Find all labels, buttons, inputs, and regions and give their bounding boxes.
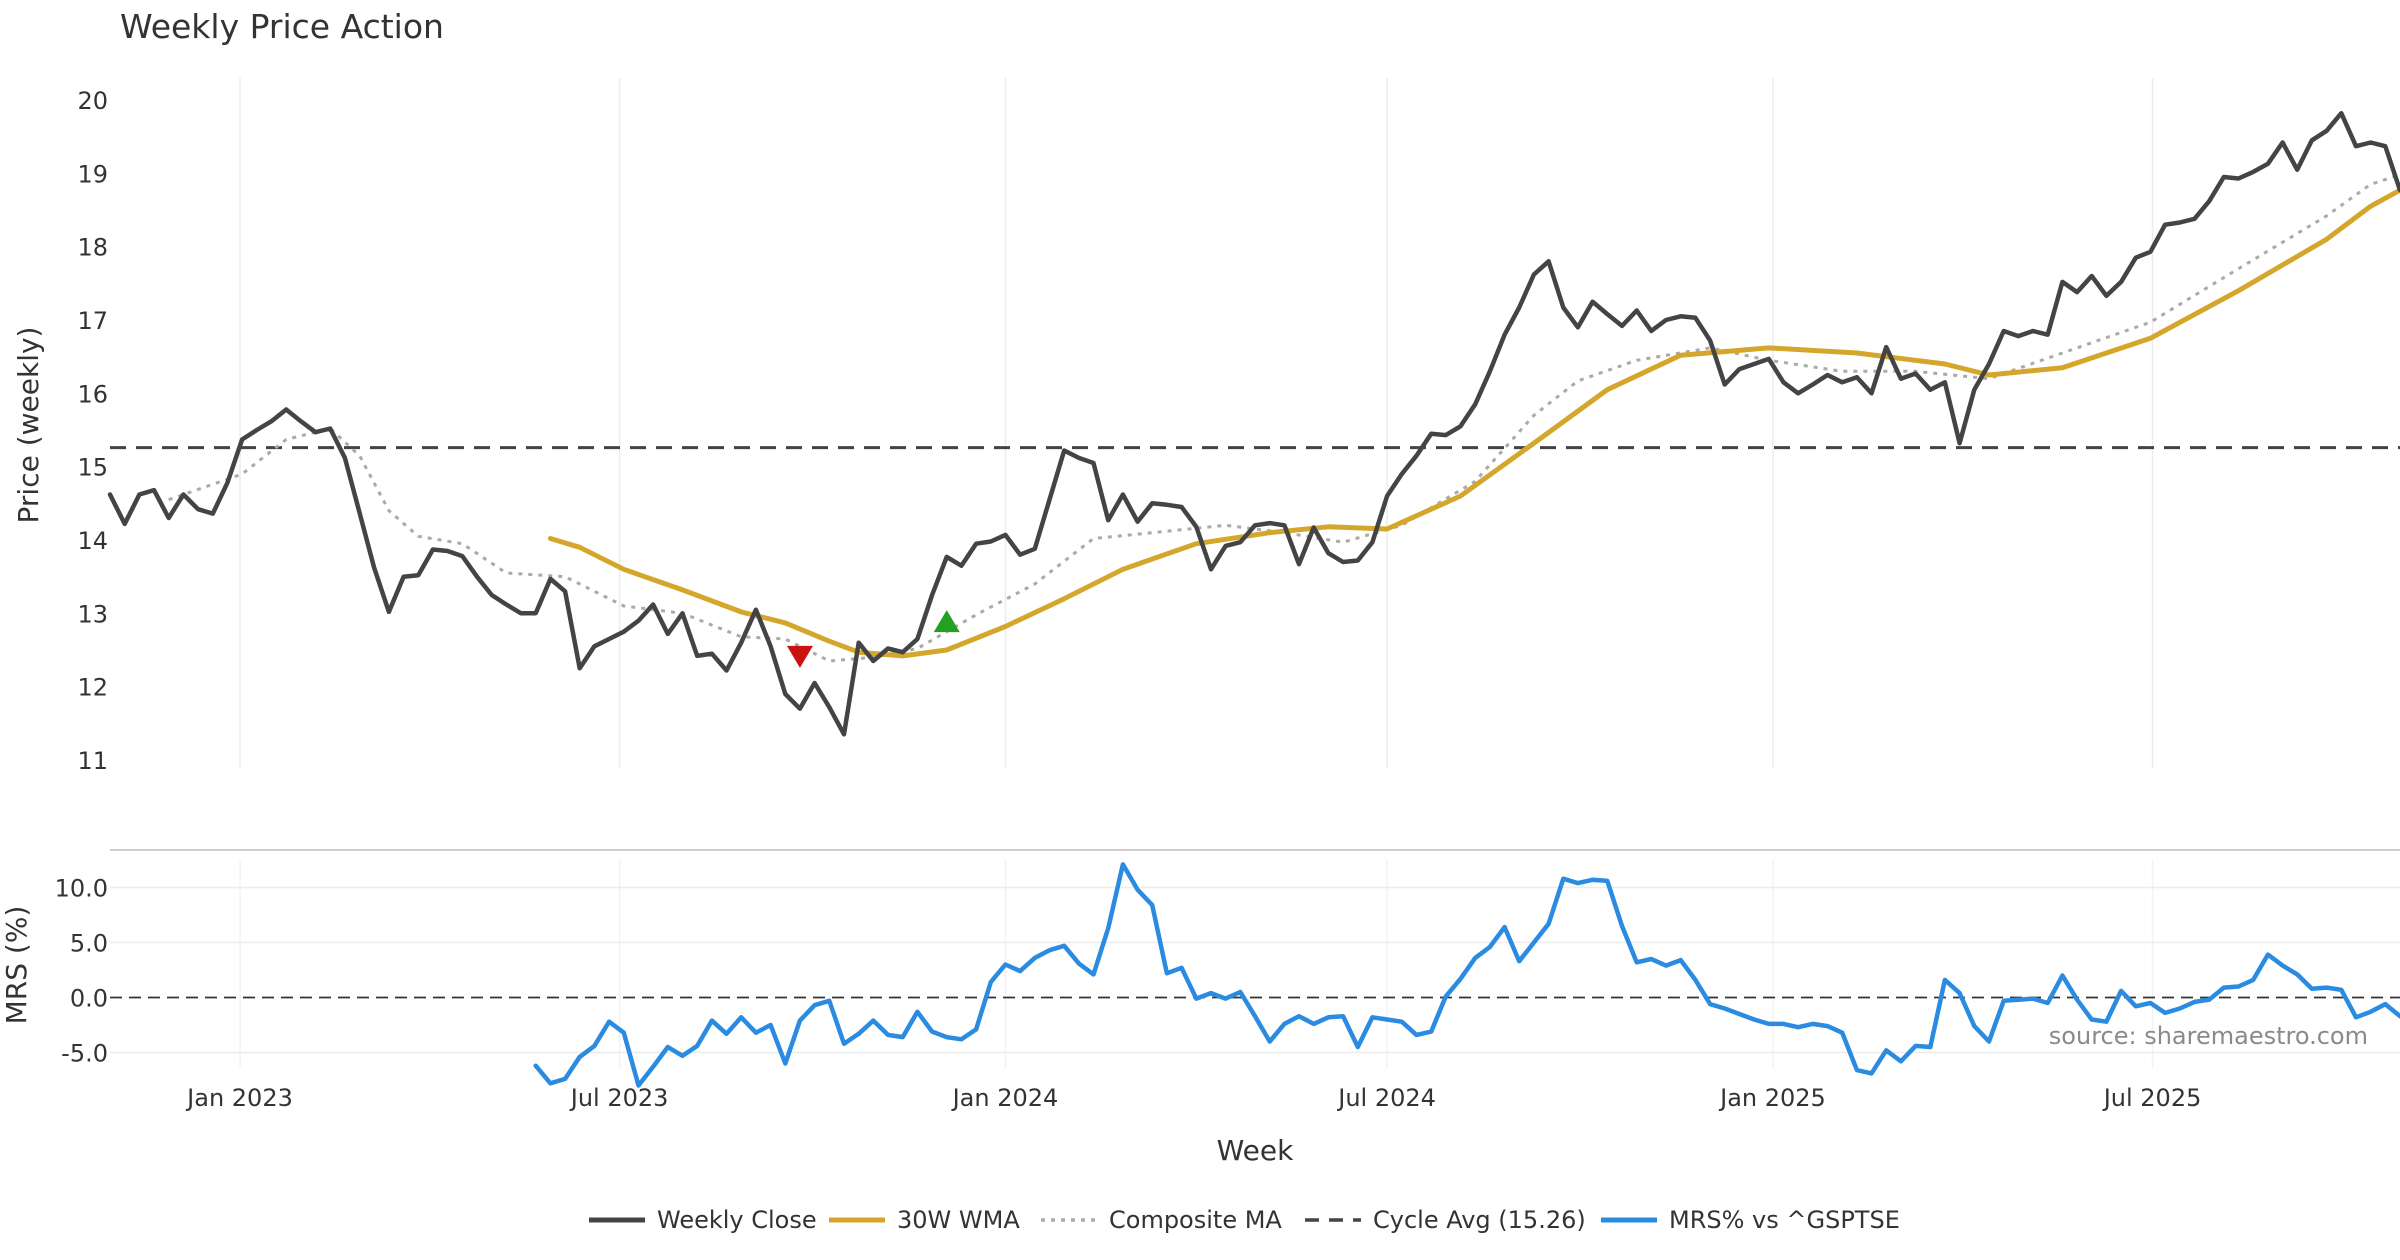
- legend: Weekly Close 30W WMA Composite MA Cycle Avg…: [589, 1206, 1900, 1234]
- mrs-y-tick-label: 0.0: [70, 985, 108, 1013]
- signal-markers: [786, 610, 960, 668]
- composite-ma-line: [168, 173, 2400, 663]
- x-tick-label: Jan 2024: [951, 1084, 1059, 1112]
- source-note: source: sharemaestro.com: [2049, 1022, 2368, 1050]
- price-y-tick-label: 15: [77, 454, 108, 482]
- legend-item: Cycle Avg (15.26): [1305, 1206, 1586, 1234]
- price-y-tick-labels: 11 12 13 14 15 16 17 18 19 20: [77, 87, 108, 775]
- price-y-tick-label: 12: [77, 674, 108, 702]
- legend-item: 30W WMA: [829, 1206, 1020, 1234]
- x-tick-label: Jan 2023: [185, 1084, 293, 1112]
- x-tick-label: Jul 2024: [1336, 1084, 1436, 1112]
- price-y-tick-label: 19: [77, 160, 108, 188]
- price-y-tick-label: 14: [77, 527, 108, 555]
- legend-item: MRS% vs ^GSPTSE: [1601, 1206, 1900, 1234]
- x-tick-labels: Jan 2023 Jul 2023 Jan 2024 Jul 2024 Jan 2025…: [185, 1084, 2201, 1112]
- mrs-y-tick-label: -5.0: [61, 1040, 108, 1068]
- wma-30w-line: [547, 187, 2400, 659]
- price-y-axis-label: Price (weekly): [12, 327, 45, 524]
- price-y-tick-label: 20: [77, 87, 108, 115]
- price-y-tick-label: 13: [77, 600, 108, 628]
- x-axis-label: Week: [1217, 1134, 1294, 1167]
- mrs-y-tick-label: 5.0: [70, 930, 108, 958]
- legend-label: Cycle Avg (15.26): [1373, 1206, 1586, 1234]
- sell-signal-marker: [786, 645, 813, 668]
- x-tick-label: Jul 2025: [2102, 1084, 2202, 1112]
- price-y-tick-label: 11: [77, 747, 108, 775]
- mrs-y-tick-label: 10.0: [55, 875, 108, 903]
- legend-item: Composite MA: [1041, 1206, 1282, 1234]
- price-y-tick-label: 16: [77, 380, 108, 408]
- mrs-line: [533, 862, 2400, 1088]
- price-series-group: [107, 110, 2400, 737]
- mrs-y-axis-label: MRS (%): [0, 906, 33, 1025]
- price-y-tick-label: 17: [77, 307, 108, 335]
- buy-signal-marker: [933, 610, 960, 633]
- legend-label: 30W WMA: [897, 1206, 1020, 1234]
- legend-label: MRS% vs ^GSPTSE: [1669, 1206, 1900, 1234]
- weekly-close-line: [107, 110, 2400, 737]
- mrs-series-group: [533, 862, 2400, 1088]
- chart-title: Weekly Price Action: [120, 7, 444, 46]
- x-tick-label: Jul 2023: [569, 1084, 669, 1112]
- legend-label: Weekly Close: [657, 1206, 817, 1234]
- mrs-grid: [110, 860, 2400, 1068]
- x-tick-label: Jan 2025: [1718, 1084, 1826, 1112]
- legend-item: Weekly Close: [589, 1206, 817, 1234]
- price-y-tick-label: 18: [77, 234, 108, 262]
- legend-label: Composite MA: [1109, 1206, 1282, 1234]
- mrs-y-tick-labels: 10.0 5.0 0.0 -5.0: [55, 875, 108, 1068]
- price-grid: [239, 78, 2154, 768]
